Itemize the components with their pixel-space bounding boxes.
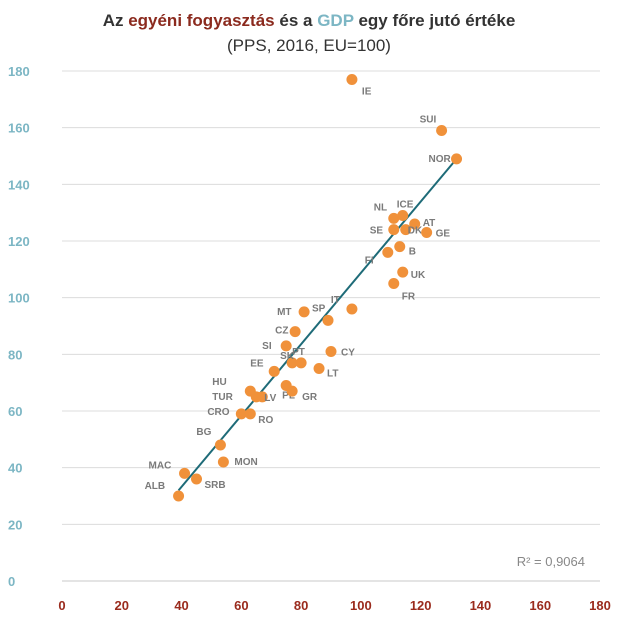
y-tick-label: 0 — [8, 574, 15, 589]
data-point — [397, 266, 409, 278]
data-point — [289, 326, 301, 338]
point-label: CRO — [207, 407, 229, 418]
x-tick-label: 140 — [470, 598, 492, 613]
point-label: FR — [402, 292, 416, 303]
point-label: MT — [277, 307, 291, 318]
y-tick-label: 160 — [8, 121, 30, 136]
y-tick-label: 140 — [8, 177, 30, 192]
point-label: EE — [250, 358, 264, 369]
data-point — [394, 241, 406, 253]
point-label: LV — [264, 393, 276, 404]
point-label: SUI — [420, 115, 437, 126]
data-point — [214, 439, 226, 451]
x-tick-label: 180 — [589, 598, 611, 613]
point-label: UK — [411, 270, 426, 281]
data-point — [388, 224, 400, 236]
point-label: PL — [282, 391, 295, 402]
data-point — [346, 303, 358, 315]
data-point — [397, 210, 409, 221]
data-point — [400, 224, 412, 236]
point-label: SP — [312, 303, 326, 314]
data-point — [382, 246, 394, 258]
point-label: IE — [362, 87, 372, 98]
point-label: CZ — [275, 326, 288, 337]
data-point — [191, 473, 202, 485]
data-point — [436, 125, 448, 136]
title-part-consumption: egyéni fogyasztás — [128, 11, 275, 30]
y-tick-label: 120 — [8, 234, 30, 249]
y-tick-label: 40 — [8, 461, 22, 476]
data-point — [235, 408, 247, 420]
data-point — [286, 357, 298, 369]
point-label: ALB — [145, 481, 166, 492]
y-tick-label: 80 — [8, 347, 22, 362]
x-tick-label: 120 — [410, 598, 432, 613]
x-tick-label: 80 — [294, 598, 308, 613]
x-tick-label: 60 — [234, 598, 248, 613]
point-label: TUR — [212, 392, 233, 403]
point-label: NOR — [429, 154, 452, 165]
data-point — [256, 391, 268, 403]
point-label: MON — [234, 457, 257, 468]
point-label: SK — [280, 351, 295, 362]
chart-subtitle: (PPS, 2016, EU=100) — [227, 36, 391, 55]
point-label: PT — [292, 347, 305, 358]
title-part-gdp: GDP — [317, 11, 354, 30]
data-point — [451, 153, 463, 165]
point-label: NL — [374, 202, 387, 213]
data-point — [409, 218, 421, 230]
y-tick-label: 20 — [8, 517, 22, 532]
x-tick-label: 160 — [529, 598, 551, 613]
point-label: SI — [262, 341, 272, 352]
point-label: FI — [365, 255, 374, 266]
title-part-3: és a — [274, 11, 318, 30]
data-point — [179, 467, 191, 479]
x-tick-label: 0 — [58, 598, 65, 613]
point-label: ICE — [397, 200, 414, 211]
data-point — [388, 278, 400, 289]
point-label: BG — [196, 427, 211, 438]
data-point — [388, 212, 400, 224]
point-label: AT — [423, 218, 436, 229]
data-point — [280, 340, 292, 352]
x-tick-label: 40 — [174, 598, 188, 613]
point-label: LT — [327, 369, 338, 380]
point-label: GE — [436, 229, 451, 240]
y-tick-label: 180 — [8, 64, 30, 79]
data-point — [325, 346, 337, 357]
point-label: B — [409, 247, 416, 258]
data-point — [322, 314, 334, 326]
point-label: IT — [331, 295, 340, 306]
y-tick-label: 60 — [8, 404, 22, 419]
data-point — [313, 363, 325, 374]
point-label: SRB — [205, 480, 226, 491]
x-tick-label: 20 — [115, 598, 129, 613]
trendline — [177, 158, 458, 491]
data-point — [173, 490, 185, 502]
r-squared-annotation: R² = 0,9064 — [517, 554, 585, 569]
data-point — [217, 456, 229, 468]
title-part-5: egy főre jutó értéke — [353, 11, 516, 30]
data-point — [286, 385, 298, 397]
data-point — [421, 227, 433, 238]
point-label: SE — [370, 226, 384, 237]
point-label: GR — [302, 392, 318, 403]
point-label: CY — [341, 348, 355, 359]
data-point — [268, 365, 280, 377]
x-tick-label: 100 — [350, 598, 372, 613]
data-point — [244, 408, 256, 420]
chart-title: Az egyéni fogyasztás és a GDP egy főre j… — [0, 10, 618, 32]
y-tick-label: 100 — [8, 291, 30, 306]
data-point — [298, 306, 310, 318]
data-point — [295, 357, 307, 369]
title-part-1: Az — [102, 11, 129, 30]
point-label: RO — [258, 415, 273, 426]
data-point — [346, 74, 358, 85]
point-label: HU — [212, 377, 226, 388]
point-label: MAC — [149, 460, 172, 471]
point-label: DK — [408, 226, 423, 237]
